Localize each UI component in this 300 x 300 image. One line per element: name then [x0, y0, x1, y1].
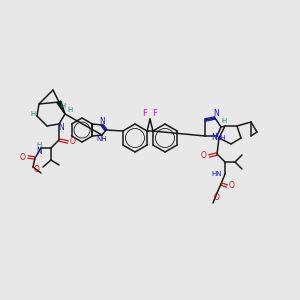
Text: N: N [211, 134, 217, 142]
Text: N: N [99, 116, 105, 125]
Text: O: O [70, 137, 76, 146]
Text: O: O [229, 182, 235, 190]
Text: NH: NH [97, 136, 107, 142]
Text: O: O [214, 194, 220, 202]
Text: H: H [36, 142, 42, 148]
Text: H: H [30, 111, 36, 117]
Text: N: N [36, 146, 42, 155]
Text: H: H [221, 118, 226, 124]
Text: N: N [58, 124, 64, 133]
Polygon shape [57, 101, 65, 114]
Text: F: F [142, 109, 147, 118]
Text: H: H [68, 107, 73, 113]
Text: F: F [153, 109, 158, 118]
Text: N: N [213, 110, 219, 118]
Text: O: O [34, 166, 40, 175]
Text: NH: NH [216, 135, 226, 141]
Text: O: O [20, 152, 26, 161]
Text: H: H [60, 103, 66, 109]
Text: HN: HN [212, 171, 222, 177]
Text: O: O [201, 152, 207, 160]
